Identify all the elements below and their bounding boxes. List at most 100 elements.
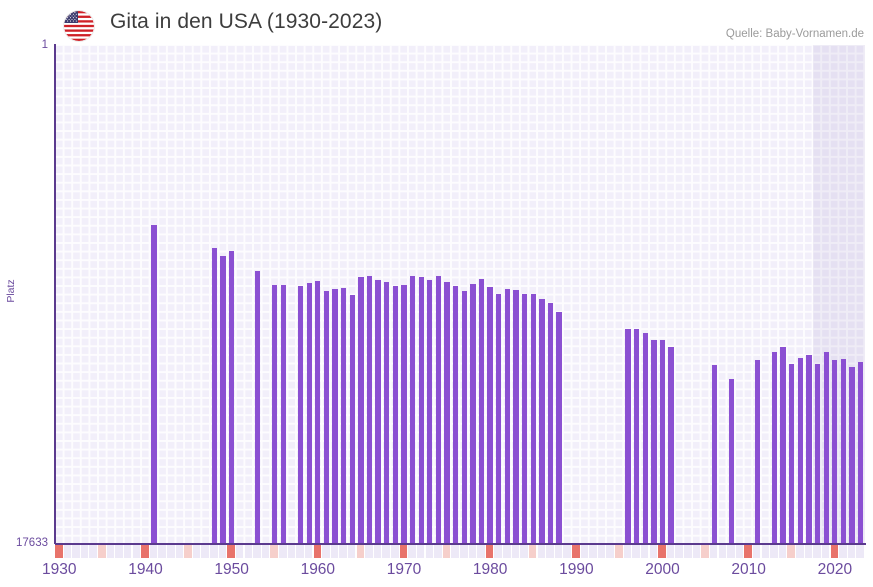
tick-marker bbox=[554, 545, 563, 558]
tick-marker bbox=[408, 545, 416, 558]
bar bbox=[272, 284, 278, 543]
bar bbox=[435, 276, 442, 543]
bar bbox=[625, 328, 631, 543]
x-tick-label: 1990 bbox=[559, 561, 594, 578]
bar bbox=[211, 247, 218, 543]
tick-marker bbox=[149, 545, 158, 558]
tick-marker bbox=[279, 545, 287, 558]
tick-marker bbox=[270, 545, 278, 558]
bar bbox=[832, 359, 838, 543]
tick-marker bbox=[563, 545, 571, 558]
tick-marker bbox=[235, 545, 244, 558]
tick-marker bbox=[623, 545, 632, 558]
tick-marker bbox=[606, 545, 614, 558]
tick-marker bbox=[615, 545, 623, 558]
tick-marker bbox=[167, 545, 175, 558]
tick-marker bbox=[227, 545, 235, 558]
bar bbox=[496, 293, 502, 543]
bar bbox=[504, 289, 511, 543]
tick-marker bbox=[580, 545, 589, 558]
bar bbox=[280, 284, 286, 543]
bar bbox=[806, 354, 812, 543]
bar bbox=[384, 281, 390, 543]
tick-marker bbox=[218, 545, 227, 558]
tick-marker bbox=[89, 545, 97, 558]
bar bbox=[340, 288, 347, 543]
x-tick-label: 2000 bbox=[645, 561, 680, 578]
bar bbox=[332, 289, 338, 543]
tick-marker bbox=[847, 545, 856, 558]
bar bbox=[642, 332, 648, 543]
bar bbox=[633, 329, 640, 543]
tick-marker bbox=[373, 545, 382, 558]
tick-marker bbox=[778, 545, 787, 558]
bar bbox=[771, 352, 778, 543]
bar bbox=[780, 347, 786, 543]
tick-marker bbox=[356, 545, 365, 558]
tick-marker bbox=[460, 545, 468, 558]
bar bbox=[220, 255, 226, 543]
tick-marker bbox=[692, 545, 701, 558]
tick-marker bbox=[787, 545, 795, 558]
tick-marker bbox=[106, 545, 115, 558]
tick-marker bbox=[856, 545, 864, 558]
bar bbox=[840, 359, 847, 543]
x-tick-label: 1970 bbox=[386, 561, 422, 578]
tick-marker bbox=[701, 545, 709, 558]
bar bbox=[797, 358, 804, 543]
y-axis-bottom-label: 17633 bbox=[16, 537, 48, 549]
tick-marker bbox=[752, 545, 761, 558]
tick-marker bbox=[141, 545, 149, 558]
bar bbox=[349, 294, 355, 543]
bar bbox=[547, 303, 554, 543]
bar bbox=[470, 283, 476, 543]
tick-marker bbox=[718, 545, 727, 558]
bar bbox=[521, 293, 528, 543]
tick-marker bbox=[287, 545, 296, 558]
bar bbox=[513, 290, 519, 543]
bar bbox=[151, 225, 157, 543]
tick-marker bbox=[382, 545, 390, 558]
bar bbox=[668, 347, 674, 543]
tick-marker bbox=[55, 545, 63, 558]
tick-marker bbox=[365, 545, 373, 558]
tick-marker bbox=[597, 545, 606, 558]
tick-marker bbox=[839, 545, 847, 558]
tick-marker bbox=[761, 545, 770, 558]
tick-marker bbox=[770, 545, 778, 558]
tick-marker bbox=[416, 545, 425, 558]
tick-marker bbox=[727, 545, 735, 558]
tick-marker bbox=[261, 545, 270, 558]
source-label: Quelle: Baby-Vornamen.de bbox=[725, 28, 864, 40]
tick-marker bbox=[442, 545, 451, 558]
bar bbox=[487, 287, 493, 543]
tick-marker bbox=[253, 545, 261, 558]
tick-marker bbox=[804, 545, 813, 558]
plot-area bbox=[55, 45, 865, 543]
tick-marker bbox=[589, 545, 597, 558]
tick-marker bbox=[98, 545, 106, 558]
x-axis-tick-strip bbox=[55, 545, 865, 558]
bar bbox=[530, 294, 536, 543]
tick-marker bbox=[830, 545, 839, 558]
tick-marker bbox=[520, 545, 528, 558]
tick-marker bbox=[709, 545, 718, 558]
us-flag-icon bbox=[64, 11, 94, 41]
bar bbox=[461, 291, 467, 543]
bar bbox=[651, 340, 657, 543]
tick-marker bbox=[744, 545, 752, 558]
tick-marker bbox=[123, 545, 132, 558]
tick-marker bbox=[304, 545, 313, 558]
tick-marker bbox=[244, 545, 253, 558]
page-title: Gita in den USA (1930-2023) bbox=[110, 10, 383, 33]
tick-marker bbox=[158, 545, 166, 558]
tick-marker bbox=[451, 545, 459, 558]
y-axis-top-label: 1 bbox=[41, 39, 48, 51]
bar bbox=[478, 278, 485, 543]
tick-marker bbox=[322, 545, 330, 558]
bar bbox=[401, 285, 407, 543]
x-tick-label: 1980 bbox=[472, 561, 508, 578]
tick-marker bbox=[632, 545, 640, 558]
bar bbox=[728, 378, 735, 543]
